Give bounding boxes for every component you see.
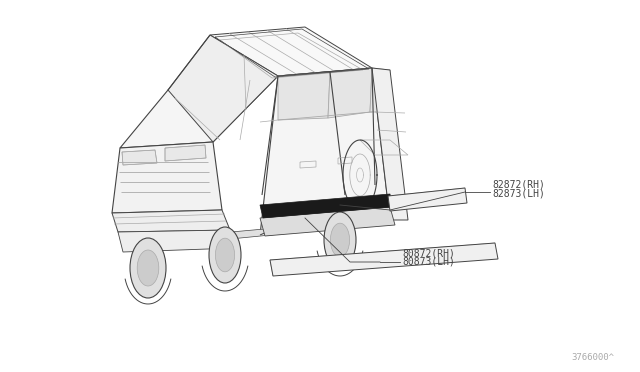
Polygon shape [120,76,278,148]
Polygon shape [388,188,467,211]
Ellipse shape [130,238,166,298]
Polygon shape [260,68,390,235]
Polygon shape [112,142,222,213]
Polygon shape [122,150,157,165]
Polygon shape [118,230,236,252]
Ellipse shape [216,238,235,272]
Text: 82873(LH): 82873(LH) [492,188,545,198]
Polygon shape [370,68,390,112]
Polygon shape [372,68,408,220]
Polygon shape [270,243,498,276]
Ellipse shape [137,250,159,286]
Polygon shape [210,27,372,76]
Ellipse shape [330,223,349,257]
Polygon shape [168,35,278,142]
Text: 82872(RH): 82872(RH) [492,179,545,189]
Polygon shape [112,210,230,232]
Text: 3766000^: 3766000^ [571,353,614,362]
Polygon shape [220,222,342,240]
Text: 80873(LH): 80873(LH) [402,257,455,267]
Ellipse shape [209,227,241,283]
Polygon shape [260,194,392,218]
Text: 80872(RH): 80872(RH) [402,248,455,258]
Polygon shape [165,145,206,161]
Polygon shape [260,207,395,236]
Ellipse shape [324,212,356,268]
Polygon shape [328,68,372,118]
Polygon shape [278,72,330,120]
